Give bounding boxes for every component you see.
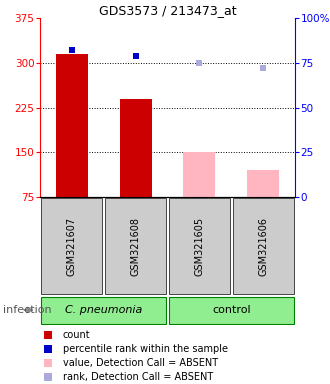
Text: rank, Detection Call = ABSENT: rank, Detection Call = ABSENT [63, 372, 213, 382]
Text: percentile rank within the sample: percentile rank within the sample [63, 344, 228, 354]
Bar [169, 198, 230, 294]
Bar [41, 198, 103, 294]
Text: control: control [212, 305, 250, 315]
Bar [169, 296, 294, 323]
Bar [56, 54, 88, 197]
Text: C. pneumonia: C. pneumonia [65, 305, 143, 315]
Bar [41, 296, 166, 323]
Bar [183, 152, 215, 197]
Bar [233, 198, 294, 294]
Bar [247, 170, 279, 197]
Title: GDS3573 / 213473_at: GDS3573 / 213473_at [99, 4, 236, 17]
Text: value, Detection Call = ABSENT: value, Detection Call = ABSENT [63, 358, 218, 368]
Text: GSM321607: GSM321607 [67, 217, 77, 276]
Bar [105, 198, 166, 294]
Bar [120, 99, 151, 197]
Text: infection: infection [3, 305, 52, 315]
Text: GSM321605: GSM321605 [194, 217, 204, 276]
Text: GSM321608: GSM321608 [131, 217, 141, 275]
Text: GSM321606: GSM321606 [258, 217, 268, 275]
Text: count: count [63, 330, 90, 340]
